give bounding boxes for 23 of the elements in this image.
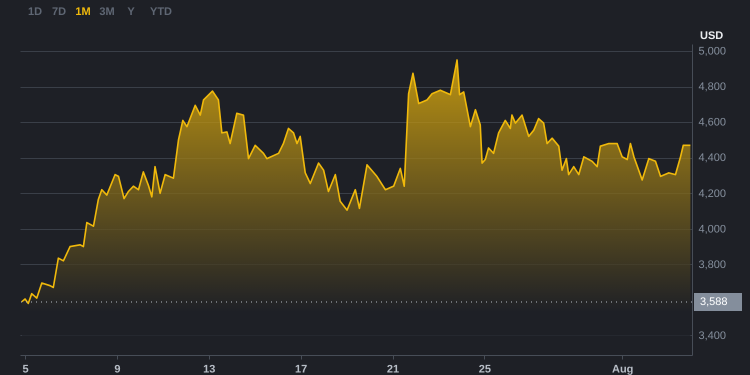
y-tick-label: 4,800 [698, 81, 726, 94]
text: 1D [28, 6, 42, 18]
text: 1M [75, 6, 91, 18]
text: YTD [150, 6, 172, 18]
y-tick-label: 4,000 [698, 223, 726, 236]
text: Y [127, 6, 136, 18]
y-tick-label: 3,800 [698, 258, 726, 271]
text: 3M [99, 6, 115, 18]
x-tick-label: 13 [203, 364, 216, 375]
x-tick-label: 21 [386, 364, 400, 375]
x-tick-label: Aug [612, 364, 634, 375]
x-tick-label: 9 [114, 364, 120, 375]
y-tick-label: 4,600 [698, 116, 726, 129]
ref-line-label: 3,588 [700, 296, 728, 308]
text: 7D [52, 6, 66, 18]
y-tick-label: 5,000 [698, 46, 726, 58]
y-axis-title: USD [700, 30, 724, 42]
y-tick-label: 3,400 [698, 330, 726, 342]
x-tick-label: 5 [22, 364, 29, 375]
y-tick-label: 4,200 [698, 188, 726, 200]
y-tick-label: 4,400 [698, 152, 726, 164]
x-tick-label: 25 [478, 364, 492, 375]
x-tick-label: 17 [295, 364, 308, 375]
